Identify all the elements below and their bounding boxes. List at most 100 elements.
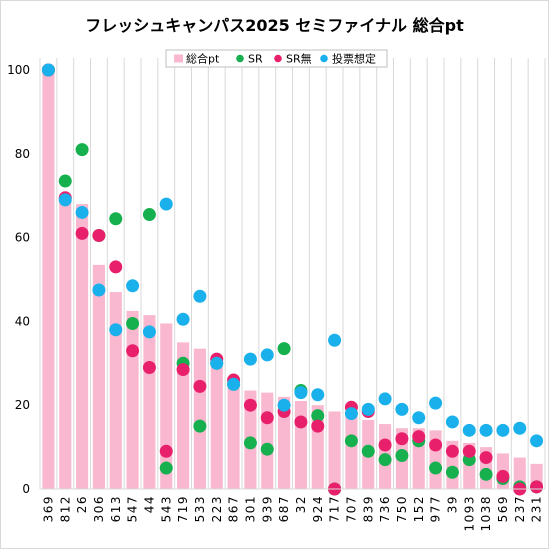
x-tick-label: 812	[58, 495, 72, 522]
point-layer	[41, 63, 544, 496]
point-sr-none	[378, 438, 392, 452]
point-sr-none	[243, 398, 257, 412]
legend-label: SR無	[286, 52, 312, 66]
bar-total-pt	[227, 380, 240, 489]
point-sr	[311, 409, 325, 423]
axis-layer: 0 20 40 60 80 100 369 812 26 306 613 547 44 543 719 533…	[7, 63, 545, 532]
point-sr	[260, 442, 274, 456]
x-tick-label: 939	[260, 495, 274, 522]
point-vote-estimate	[126, 279, 140, 293]
point-vote-estimate	[142, 325, 156, 339]
point-vote-estimate	[513, 421, 527, 435]
point-vote-estimate	[412, 411, 426, 425]
point-vote-estimate	[193, 289, 207, 303]
x-tick-label: 231	[530, 495, 544, 522]
bar-total-pt	[126, 310, 139, 489]
point-vote-estimate	[227, 377, 241, 391]
point-sr-none	[294, 415, 308, 429]
x-tick-label: 39	[445, 495, 459, 513]
x-tick-label: 547	[126, 495, 140, 522]
point-sr	[429, 461, 443, 475]
bar-total-pt	[345, 413, 358, 489]
point-sr-none	[176, 363, 190, 377]
point-sr	[159, 461, 173, 475]
legend: 総合pt SR SR無 投票想定	[165, 49, 388, 68]
x-tick-label: 44	[142, 495, 156, 513]
point-sr-none	[193, 379, 207, 393]
x-tick-label: 32	[294, 495, 308, 513]
point-sr	[445, 465, 459, 479]
point-vote-estimate	[210, 356, 224, 370]
point-vote-estimate	[92, 283, 106, 297]
bar-total-pt	[193, 348, 206, 489]
point-sr-none	[445, 444, 459, 458]
point-sr-none	[462, 444, 476, 458]
point-vote-estimate	[109, 323, 123, 337]
point-vote-estimate	[260, 348, 274, 362]
point-sr	[142, 208, 156, 222]
point-vote-estimate	[378, 392, 392, 406]
bar-total-pt	[76, 204, 89, 489]
legend-swatch	[174, 54, 183, 63]
x-tick-label: 924	[311, 495, 325, 522]
point-sr	[126, 316, 140, 330]
point-vote-estimate	[294, 386, 308, 400]
point-sr-none	[126, 344, 140, 358]
legend-swatch	[274, 54, 282, 63]
y-tick-label: 80	[15, 147, 30, 161]
y-tick-label: 0	[22, 482, 30, 496]
x-tick-label: 1093	[462, 495, 476, 532]
point-sr-none	[479, 451, 493, 465]
point-sr-none	[530, 480, 544, 494]
x-tick-label: 867	[227, 495, 241, 522]
point-sr	[75, 143, 89, 157]
bar-total-pt	[42, 70, 55, 489]
legend-label: 投票想定	[332, 52, 376, 66]
point-vote-estimate	[176, 312, 190, 326]
point-sr	[378, 453, 392, 467]
point-vote-estimate	[159, 197, 173, 211]
bar-total-pt	[210, 359, 223, 489]
y-tick-label: 20	[15, 398, 30, 412]
point-sr-none	[311, 419, 325, 433]
point-sr-none	[75, 226, 89, 240]
x-tick-label: 719	[176, 495, 190, 522]
y-tick-label: 40	[15, 314, 30, 328]
point-sr-none	[109, 260, 123, 274]
bar-total-pt	[92, 264, 105, 489]
point-vote-estimate	[361, 402, 375, 416]
x-tick-label: 26	[75, 495, 89, 513]
point-vote-estimate	[395, 402, 409, 416]
point-sr	[344, 434, 358, 448]
x-tick-label: 717	[328, 495, 342, 522]
point-sr	[395, 448, 409, 462]
point-vote-estimate	[445, 415, 459, 429]
point-sr	[479, 467, 493, 481]
bar-total-pt	[513, 457, 526, 489]
point-vote-estimate	[429, 396, 443, 410]
legend-swatch	[236, 54, 244, 63]
y-tick-label: 100	[7, 63, 30, 77]
point-vote-estimate	[41, 63, 55, 77]
x-tick-label: 533	[193, 495, 207, 522]
x-tick-label: 569	[496, 495, 510, 522]
grid-layer	[39, 58, 546, 489]
point-sr-none	[142, 360, 156, 374]
bar-total-pt	[328, 411, 341, 489]
point-sr	[243, 436, 257, 450]
point-vote-estimate	[243, 352, 257, 366]
point-sr-none	[429, 438, 443, 452]
point-sr	[109, 212, 123, 226]
y-tick-label: 60	[15, 231, 30, 245]
bar-total-pt	[177, 342, 190, 489]
point-sr-none	[496, 469, 510, 483]
legend-swatch	[320, 54, 328, 63]
x-tick-label: 301	[243, 495, 257, 522]
x-tick-label: 707	[344, 495, 358, 522]
x-tick-label: 1038	[479, 495, 493, 532]
point-vote-estimate	[496, 423, 510, 437]
x-tick-label: 736	[378, 495, 392, 522]
bar-total-pt	[261, 392, 274, 489]
point-sr	[361, 444, 375, 458]
point-vote-estimate	[58, 193, 72, 207]
